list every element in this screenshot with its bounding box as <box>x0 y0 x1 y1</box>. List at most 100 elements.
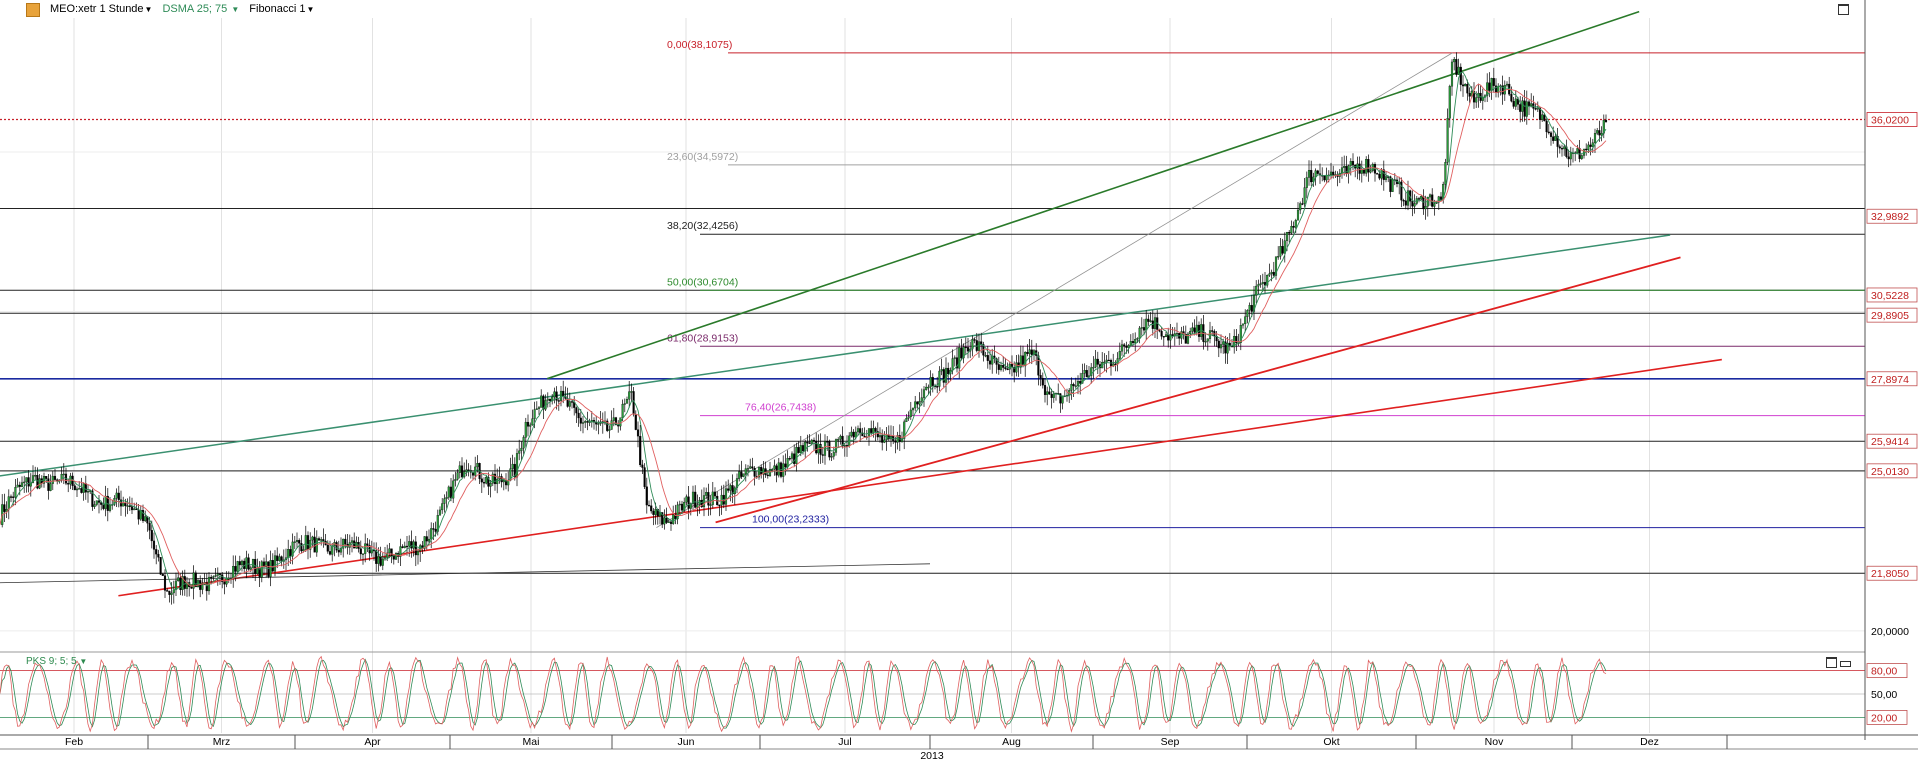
candle-body <box>1241 323 1245 326</box>
candle-body <box>1290 226 1293 234</box>
candle-body <box>361 553 365 555</box>
candle-body <box>1186 333 1190 344</box>
y-tick: 32,9892 <box>1866 208 1918 224</box>
candle-body <box>1076 381 1080 386</box>
candle-body <box>947 367 950 375</box>
chevron-down-icon: ▼ <box>306 5 315 14</box>
candle-body <box>1380 169 1383 179</box>
candle-body <box>1164 334 1168 338</box>
candle-body <box>815 440 818 454</box>
month-label: Okt <box>1323 736 1339 748</box>
candle-body <box>916 401 919 405</box>
maximize-icon[interactable] <box>1838 4 1849 15</box>
instrument-selector[interactable]: MEO:xetr 1 Stunde▼ <box>50 3 152 15</box>
candle-body <box>49 483 52 491</box>
candle-body <box>841 435 844 447</box>
candle-body <box>194 572 197 588</box>
candle-body <box>711 491 714 505</box>
osc-tick-box <box>1866 710 1908 725</box>
candle-body <box>1329 171 1333 176</box>
candle-body <box>641 464 644 468</box>
candle-body <box>16 484 19 488</box>
y-tick-label: 32,9892 <box>1871 211 1909 223</box>
candle-body <box>141 510 145 522</box>
candle-body <box>555 391 558 401</box>
chart-toolbar: MEO:xetr 1 Stunde▼ DSMA 25; 75 ▼ Fibonac… <box>0 0 314 18</box>
app-logo-icon <box>26 3 40 17</box>
indicator-selector[interactable]: DSMA 25; 75 ▼ <box>162 3 239 15</box>
candle-body <box>122 502 125 507</box>
candle-body <box>53 475 57 480</box>
candle-body <box>51 475 54 484</box>
candle-body <box>513 463 516 478</box>
candle-body <box>1420 196 1423 200</box>
candle-body <box>1543 114 1546 122</box>
osc-tick-label: 50,00 <box>1871 689 1897 701</box>
candle-body <box>1475 97 1478 103</box>
candle-body <box>1013 367 1016 373</box>
candle-body <box>810 439 813 444</box>
candle-body <box>874 428 877 432</box>
minimize-icon[interactable] <box>1840 661 1851 667</box>
candle-body <box>388 548 391 554</box>
candle-body <box>1043 385 1047 395</box>
candle-body <box>91 490 94 507</box>
candle-body <box>843 445 846 447</box>
candle-body <box>1545 120 1548 133</box>
candle-body <box>379 556 382 566</box>
candle-body <box>210 576 213 579</box>
candle-body <box>1593 133 1597 143</box>
candle-body <box>460 465 464 478</box>
candle-body <box>1041 378 1044 386</box>
y-tick: 25,9414 <box>1866 433 1918 449</box>
candle-body <box>1384 176 1388 180</box>
candle-body <box>430 528 433 540</box>
candle-body <box>1046 391 1049 395</box>
oscillator-selector[interactable]: PKS 9; 5; 5 ▼ <box>26 656 87 667</box>
candle-body <box>9 496 13 498</box>
candle-body <box>1301 203 1304 205</box>
candle-body <box>1514 98 1517 107</box>
candle-body <box>1554 135 1557 141</box>
candle-body <box>850 431 853 437</box>
candle-body <box>1235 336 1238 343</box>
candle-body <box>623 403 626 405</box>
fibonacci-retracement[interactable]: 0,00(38,1075) 23,60(34,5972) 38,20(32,4256… <box>656 39 1865 529</box>
candle-body <box>34 475 37 477</box>
candle-body <box>1411 201 1414 207</box>
candle-body <box>36 475 39 489</box>
candle-body <box>293 541 296 543</box>
candle-body <box>504 480 508 486</box>
candle-body <box>353 540 356 549</box>
price-candles <box>1 52 1608 605</box>
drawing-tool-selector[interactable]: Fibonacci 1▼ <box>249 3 314 15</box>
candle-body <box>84 483 87 493</box>
candle-body <box>1464 83 1467 87</box>
candle-body <box>839 435 842 440</box>
candle-body <box>691 491 695 504</box>
maximize-icon[interactable] <box>1826 657 1837 668</box>
candle-body <box>359 548 362 555</box>
candle-body <box>1549 132 1553 137</box>
candle-body <box>878 435 882 438</box>
candle-body <box>905 418 908 423</box>
candle-body <box>760 466 763 475</box>
candle-body <box>1461 84 1465 87</box>
candle-body <box>381 558 384 566</box>
candle-body <box>399 546 402 557</box>
candle-body <box>1208 330 1212 339</box>
y-tick: 30,5228 <box>1866 287 1918 303</box>
candle-body <box>1217 340 1220 349</box>
candle-body <box>1455 59 1458 75</box>
candle-body <box>174 580 178 591</box>
candle-body <box>1486 82 1489 96</box>
candle-body <box>797 447 800 453</box>
candle-body <box>1127 345 1130 348</box>
candle-body <box>14 487 17 498</box>
trend-lines[interactable] <box>0 10 1722 597</box>
candle-body <box>727 488 730 491</box>
candle-body <box>612 417 615 421</box>
candle-body <box>410 541 413 549</box>
candle-body <box>306 535 310 550</box>
